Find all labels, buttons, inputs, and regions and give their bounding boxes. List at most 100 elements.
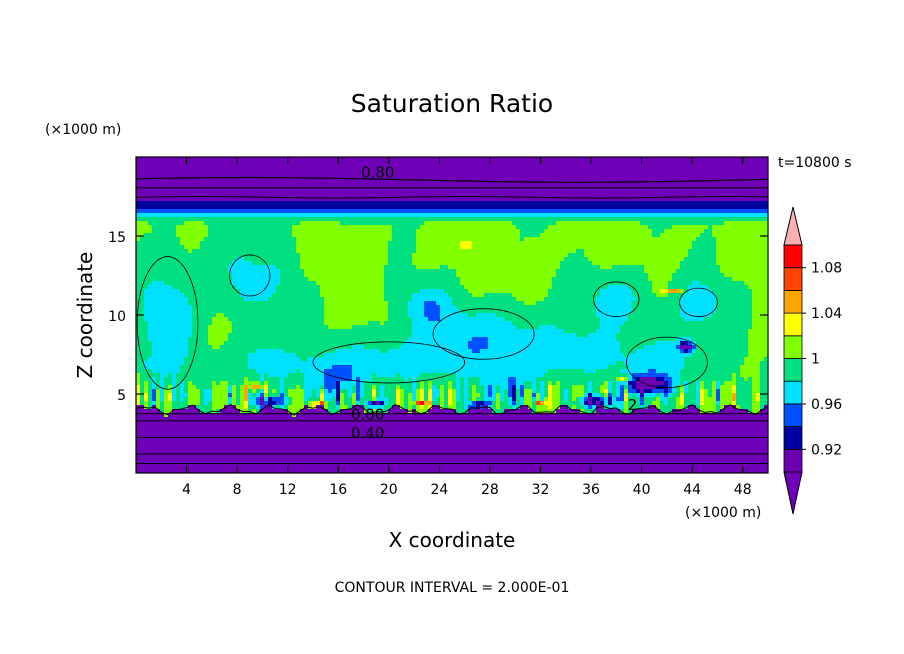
field-cell [268,393,281,398]
field-cell [640,385,645,390]
field-cell [180,369,257,374]
field-cell [208,333,229,338]
field-cell [464,397,469,402]
field-cell [580,401,585,406]
x-axis-label: X coordinate [389,528,516,552]
field-cell [576,405,585,410]
field-cell [596,305,633,310]
field-cell [192,329,209,334]
contour-label: 2 [628,396,638,414]
field-cell [708,225,713,230]
field-cell [684,381,689,386]
field-cell [144,381,149,386]
field-cell [624,321,753,326]
field-cell [424,405,429,410]
field-cell [476,313,497,318]
field-cell [392,237,417,242]
field-cell [388,309,409,314]
field-cell [248,353,297,358]
field-cell [588,401,593,406]
field-cell [724,273,769,278]
field-cell [680,301,717,306]
field-cell [472,337,489,342]
field-cell [248,389,253,394]
field-cell [600,393,605,398]
field-cell [452,397,457,402]
field-cell [548,381,553,386]
field-cell [556,409,581,414]
field-cell [496,397,501,402]
field-cell [416,409,429,414]
field-cell [320,393,325,398]
field-cell [296,245,389,250]
field-cell [460,389,465,394]
field-cell [496,389,501,394]
field-cell [556,269,645,274]
field-cell [588,381,593,386]
field-cell [440,305,457,310]
field-cell [432,389,441,394]
field-cell [680,341,689,346]
x-tick-label: 4 [182,482,191,498]
field-cell [292,225,393,230]
field-cell [240,393,245,398]
field-cell [536,385,541,390]
field-cell [384,389,397,394]
field-cell [168,393,173,398]
field-cell [340,405,349,410]
field-cell [608,365,629,370]
field-cell [564,329,597,334]
field-cell [144,309,193,314]
field-cell [592,401,597,406]
field-cell [508,377,517,382]
field-cell [612,393,617,398]
field-cell [256,389,261,394]
field-cell [136,305,145,310]
field-cell [256,349,285,354]
field-cell [404,393,409,398]
field-cell [424,381,429,386]
field-cell [136,389,141,394]
field-cell [700,405,717,410]
field-cell [552,393,561,398]
field-cell [752,401,761,406]
field-cell [432,405,441,410]
field-cell [212,405,225,410]
field-cell [452,385,457,390]
field-cell [384,401,389,406]
field-cell [584,385,589,390]
field-cell [764,357,769,362]
field-cell [384,277,461,282]
field-cell [444,405,449,410]
field-cell [532,389,537,394]
field-cell [488,393,493,398]
field-cell [384,269,457,274]
field-cell [648,225,673,230]
field-cell [324,373,353,378]
field-cell [716,253,769,258]
field-cell [272,397,285,402]
field-cell [752,393,757,398]
field-cell [136,397,141,402]
field-cell [532,409,537,414]
field-cell [296,353,325,358]
field-cell [392,225,421,230]
field-cell [176,389,181,394]
field-cell [460,309,597,314]
field-cell [440,313,469,318]
field-cell [380,349,389,354]
field-cell [540,233,653,238]
field-cell [520,233,541,238]
field-cell [568,389,573,394]
field-cell [692,337,749,342]
field-cell [760,373,769,378]
field-cell [232,401,237,406]
field-cell [244,389,249,394]
field-cell [364,385,373,390]
field-cell [444,393,449,398]
field-cell [248,401,257,406]
field-cell [152,281,165,286]
contour-line-upper [135,176,769,183]
field-cell [628,373,633,378]
field-cell [252,409,257,414]
